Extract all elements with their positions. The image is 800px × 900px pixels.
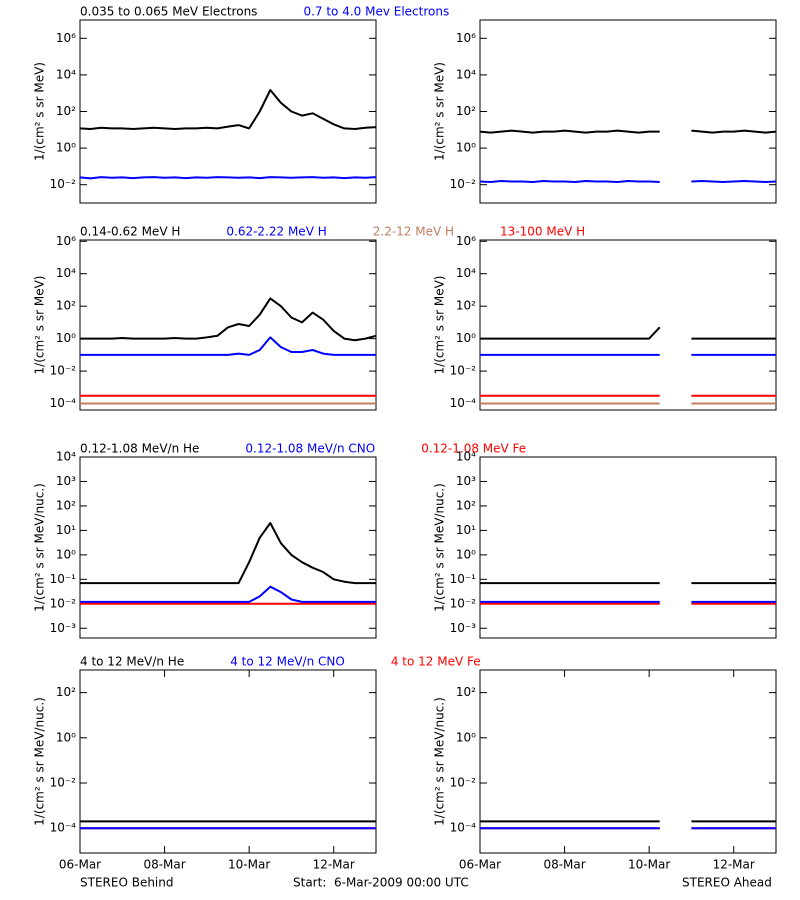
y-tick-label: 10⁴ — [456, 67, 476, 81]
y-tick-label: 10⁴ — [56, 67, 76, 81]
series-line — [80, 336, 376, 356]
y-tick-label: 10⁻² — [450, 364, 477, 378]
y-tick-label: 10⁻³ — [450, 621, 477, 635]
y-tick-label: 10⁰ — [56, 331, 76, 345]
x-tick-label: 08-Mar — [143, 858, 185, 872]
y-tick-label: 10⁰ — [56, 730, 76, 744]
y-tick-label: 10⁻² — [50, 776, 77, 790]
y-tick-label: 10⁻⁴ — [450, 821, 477, 835]
series-line — [479, 180, 777, 183]
y-tick-label: 10⁴ — [56, 266, 76, 280]
y-tick-label: 10⁻³ — [50, 621, 77, 635]
y-axis-label: 1/(cm² s sr MeV/nuc.) — [33, 483, 47, 612]
y-tick-label: 10⁻² — [50, 596, 77, 610]
plot-frame — [79, 456, 377, 639]
y-tick-label: 10⁰ — [56, 547, 76, 561]
y-tick-label: 10⁶ — [456, 31, 476, 45]
y-axis-label: 1/(cm² s sr MeV) — [433, 62, 447, 161]
plot-frame — [479, 456, 777, 639]
y-tick-label: 10⁻⁴ — [450, 396, 477, 410]
legend-entry: 0.7 to 4.0 Mev Electrons — [303, 5, 449, 19]
y-tick-label: 10⁻² — [450, 776, 477, 790]
y-tick-label: 10⁰ — [456, 141, 476, 155]
series-line — [80, 585, 376, 603]
y-tick-label: 10⁻² — [450, 596, 477, 610]
x-tick-label: 06-Mar — [459, 858, 501, 872]
legend-entry: 4 to 12 MeV/n CNO — [230, 655, 345, 669]
y-tick-label: 10² — [456, 299, 476, 313]
y-tick-label: 10⁶ — [56, 31, 76, 45]
y-tick-label: 10¹ — [456, 523, 476, 537]
series-line — [79, 176, 377, 180]
legend-entry: 0.12-1.08 MeV Fe — [421, 442, 526, 456]
y-tick-label: 10⁴ — [456, 266, 476, 280]
x-tick-label: 10-Mar — [628, 858, 670, 872]
footer-center: Start: 6-Mar-2009 00:00 UTC — [293, 876, 469, 890]
y-tick-label: 10⁴ — [456, 450, 476, 464]
plot-frame — [79, 669, 377, 854]
legend-entry: 4 to 12 MeV/n He — [80, 655, 184, 669]
legend-entry: 0.12-1.08 MeV/n He — [80, 442, 199, 456]
legend-entry: 0.12-1.08 MeV/n CNO — [245, 442, 375, 456]
y-tick-label: 10² — [456, 685, 476, 699]
y-tick-label: 10³ — [456, 474, 476, 488]
y-tick-label: 10⁰ — [456, 730, 476, 744]
legend-entry: 4 to 12 MeV Fe — [391, 655, 481, 669]
y-tick-label: 10⁻⁴ — [50, 396, 77, 410]
y-tick-label: 10⁻¹ — [50, 572, 77, 586]
y-tick-label: 10² — [56, 299, 76, 313]
y-tick-label: 10² — [56, 685, 76, 699]
legend-entry: 13-100 MeV H — [500, 225, 585, 239]
x-tick-label: 08-Mar — [543, 858, 585, 872]
y-axis-label: 1/(cm² s sr MeV/nuc.) — [433, 483, 447, 612]
y-axis-label: 1/(cm² s sr MeV) — [33, 62, 47, 161]
y-tick-label: 10⁴ — [56, 450, 76, 464]
legend-entry: 0.035 to 0.065 MeV Electrons — [80, 5, 257, 19]
legend-entry: 0.62-2.22 MeV H — [226, 225, 326, 239]
y-tick-label: 10⁶ — [56, 234, 76, 248]
plot-frame — [479, 669, 777, 854]
y-tick-label: 10⁶ — [456, 234, 476, 248]
y-axis-label: 1/(cm² s sr MeV) — [433, 276, 447, 375]
y-axis-label: 1/(cm² s sr MeV) — [33, 276, 47, 375]
y-axis-label: 1/(cm² s sr MeV/nuc.) — [433, 697, 447, 826]
y-tick-label: 10¹ — [56, 523, 76, 537]
series-line — [79, 89, 377, 130]
y-tick-label: 10⁻² — [50, 177, 77, 191]
y-tick-label: 10⁻² — [50, 364, 77, 378]
x-tick-label: 12-Mar — [313, 858, 355, 872]
y-tick-label: 10⁻¹ — [450, 572, 477, 586]
y-tick-label: 10² — [56, 498, 76, 512]
y-tick-label: 10⁰ — [456, 547, 476, 561]
y-tick-label: 10³ — [56, 474, 76, 488]
plot-frame — [79, 239, 377, 411]
footer-left: STEREO Behind — [80, 876, 174, 890]
y-tick-label: 10⁰ — [56, 141, 76, 155]
series-line — [479, 129, 777, 134]
plot-frame — [479, 239, 777, 411]
series-line — [480, 326, 776, 340]
y-tick-label: 10² — [456, 498, 476, 512]
y-tick-label: 10⁻⁴ — [50, 821, 77, 835]
x-tick-label: 12-Mar — [713, 858, 755, 872]
legend-entry: 2.2-12 MeV H — [373, 225, 454, 239]
x-tick-label: 10-Mar — [228, 858, 270, 872]
series-line — [80, 522, 376, 585]
x-tick-label: 06-Mar — [59, 858, 101, 872]
y-tick-label: 10⁰ — [456, 331, 476, 345]
y-tick-label: 10⁻² — [450, 177, 477, 191]
legend-entry: 0.14-0.62 MeV H — [80, 225, 180, 239]
y-tick-label: 10² — [456, 104, 476, 118]
y-axis-label: 1/(cm² s sr MeV/nuc.) — [33, 697, 47, 826]
series-line — [80, 297, 377, 342]
y-tick-label: 10² — [56, 104, 76, 118]
footer-right: STEREO Ahead — [682, 876, 772, 890]
